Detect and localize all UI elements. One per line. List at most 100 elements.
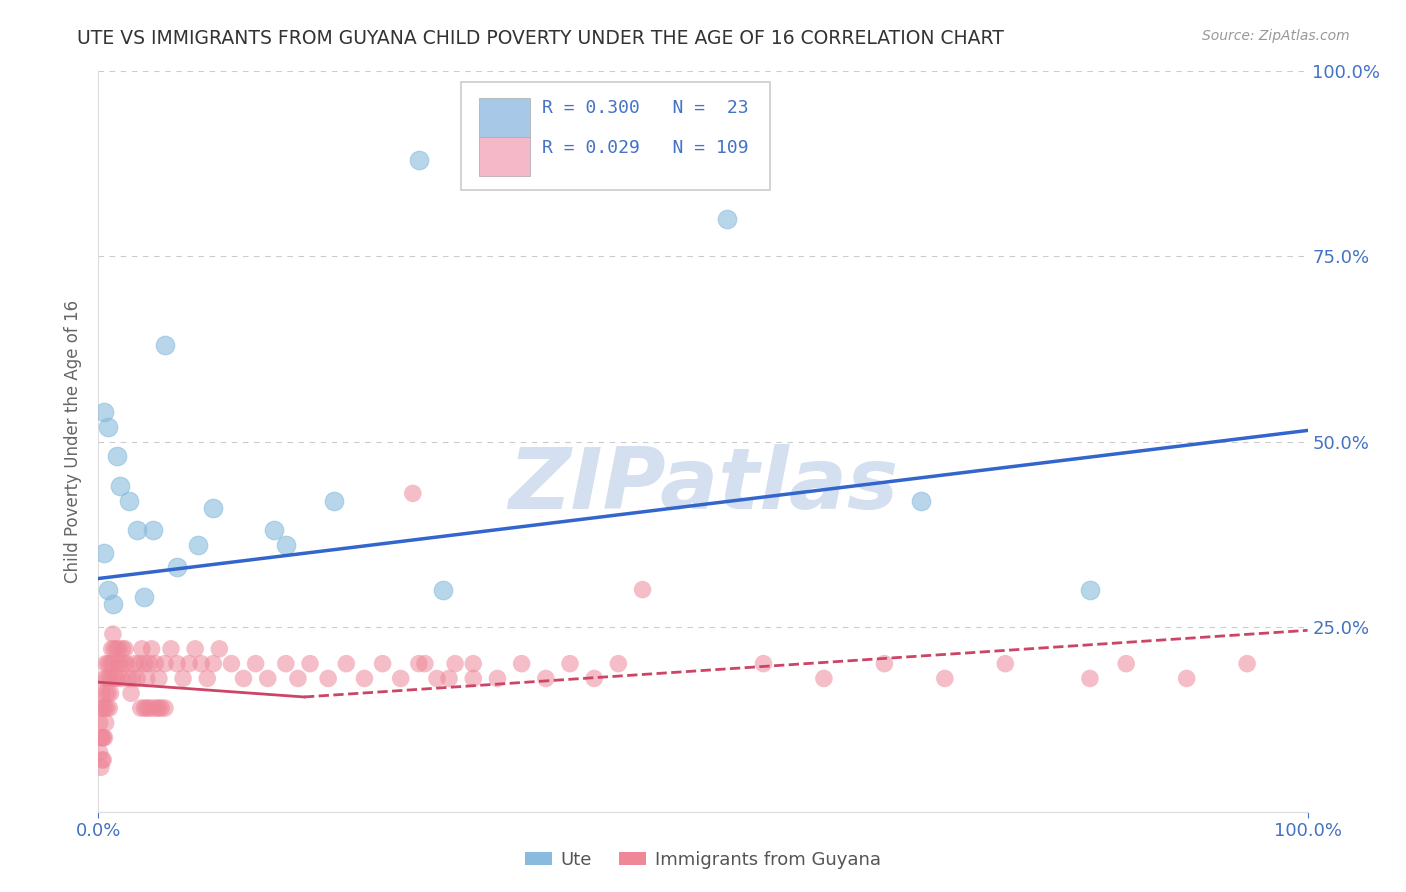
- Point: [153, 701, 176, 715]
- FancyBboxPatch shape: [479, 137, 530, 177]
- Point: [141, 641, 163, 656]
- Point: [97, 657, 120, 671]
- Point: [371, 657, 394, 671]
- Point: [274, 657, 297, 671]
- Point: [150, 701, 173, 715]
- Point: [111, 641, 134, 656]
- Text: ZIPatlas: ZIPatlas: [508, 444, 898, 527]
- Point: [1078, 672, 1101, 686]
- Point: [187, 538, 209, 552]
- Point: [135, 701, 157, 715]
- Point: [994, 657, 1017, 671]
- Point: [128, 657, 150, 671]
- Point: [426, 672, 449, 686]
- Point: [93, 701, 115, 715]
- Point: [1175, 672, 1198, 686]
- Point: [91, 731, 114, 745]
- Point: [208, 641, 231, 656]
- Point: [100, 641, 122, 656]
- Point: [134, 701, 156, 715]
- Point: [90, 701, 112, 715]
- Point: [101, 627, 124, 641]
- Point: [100, 657, 122, 671]
- Point: [408, 657, 430, 671]
- Point: [108, 641, 131, 656]
- Point: [91, 731, 114, 745]
- Point: [245, 657, 267, 671]
- Y-axis label: Child Poverty Under the Age of 16: Child Poverty Under the Age of 16: [63, 300, 82, 583]
- Point: [389, 672, 412, 686]
- Point: [127, 524, 149, 538]
- Point: [172, 672, 194, 686]
- Point: [179, 657, 201, 671]
- Point: [98, 672, 121, 686]
- Point: [104, 672, 127, 686]
- Point: [96, 672, 118, 686]
- Point: [91, 753, 114, 767]
- Point: [118, 493, 141, 508]
- Point: [107, 657, 129, 671]
- Point: [148, 701, 170, 715]
- Point: [145, 701, 167, 715]
- Point: [120, 686, 142, 700]
- Point: [93, 405, 115, 419]
- Point: [274, 538, 297, 552]
- Point: [408, 153, 430, 168]
- Point: [335, 657, 357, 671]
- Point: [93, 546, 115, 560]
- Point: [138, 701, 160, 715]
- Point: [583, 672, 606, 686]
- Point: [148, 672, 170, 686]
- Point: [112, 657, 135, 671]
- Point: [910, 493, 932, 508]
- Point: [93, 672, 115, 686]
- Point: [153, 657, 176, 671]
- Point: [166, 560, 188, 574]
- Point: [127, 672, 149, 686]
- Point: [94, 686, 117, 700]
- Point: [94, 657, 117, 671]
- Point: [103, 641, 125, 656]
- Point: [195, 672, 218, 686]
- Point: [316, 672, 339, 686]
- Point: [110, 672, 132, 686]
- Point: [263, 524, 285, 538]
- Point: [89, 715, 111, 730]
- Point: [91, 753, 114, 767]
- Point: [232, 672, 254, 686]
- Point: [129, 701, 152, 715]
- FancyBboxPatch shape: [461, 82, 769, 190]
- Point: [323, 493, 346, 508]
- Point: [108, 479, 131, 493]
- Point: [114, 641, 136, 656]
- Point: [96, 701, 118, 715]
- Point: [166, 657, 188, 671]
- Point: [202, 501, 225, 516]
- Point: [118, 672, 141, 686]
- Point: [221, 657, 243, 671]
- Point: [93, 731, 115, 745]
- Point: [91, 701, 114, 715]
- Point: [142, 524, 165, 538]
- Point: [716, 212, 738, 227]
- Point: [108, 657, 131, 671]
- Point: [752, 657, 775, 671]
- Point: [100, 686, 122, 700]
- Point: [813, 672, 835, 686]
- Point: [131, 641, 153, 656]
- Point: [631, 582, 654, 597]
- Point: [89, 746, 111, 760]
- Point: [135, 672, 157, 686]
- Point: [444, 657, 467, 671]
- Point: [97, 686, 120, 700]
- Point: [256, 672, 278, 686]
- Point: [463, 657, 485, 671]
- Point: [873, 657, 896, 671]
- Point: [97, 582, 120, 597]
- Point: [558, 657, 581, 671]
- Point: [1078, 582, 1101, 597]
- Point: [97, 419, 120, 434]
- Point: [138, 657, 160, 671]
- Point: [287, 672, 309, 686]
- Point: [1115, 657, 1137, 671]
